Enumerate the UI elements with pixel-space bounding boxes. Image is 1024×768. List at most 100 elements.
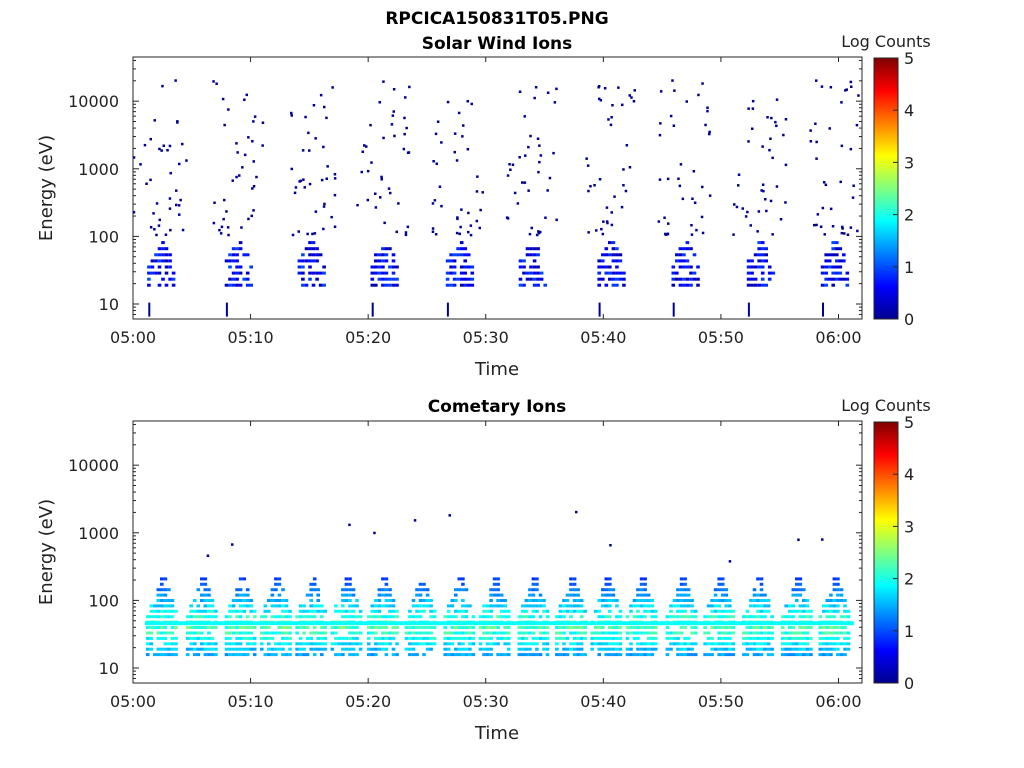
heatmap-cell bbox=[249, 642, 253, 646]
heatmap-cell bbox=[545, 615, 550, 619]
heatmap-cell bbox=[367, 642, 371, 646]
heatmap-cell bbox=[678, 259, 683, 263]
heatmap-cell bbox=[391, 277, 396, 281]
heatmap-cell bbox=[625, 636, 630, 640]
heatmap-cell bbox=[575, 621, 579, 626]
heatmap-cell bbox=[710, 642, 714, 646]
heatmap-cell bbox=[214, 609, 218, 613]
heatmap-cell bbox=[759, 604, 764, 608]
heatmap-cell bbox=[242, 631, 246, 635]
heatmap-cell bbox=[168, 277, 172, 281]
heatmap-cell bbox=[597, 265, 601, 269]
heatmap-cell bbox=[632, 631, 637, 635]
heatmap-cell bbox=[163, 653, 168, 657]
heatmap-cell bbox=[555, 626, 559, 629]
heatmap-cell bbox=[625, 626, 630, 629]
heatmap-cell bbox=[471, 636, 476, 640]
heatmap-cell bbox=[732, 233, 735, 236]
heatmap-cell bbox=[381, 588, 385, 592]
heatmap-cell bbox=[163, 626, 168, 629]
heatmap-cell bbox=[219, 232, 223, 235]
heatmap-cell bbox=[251, 187, 254, 190]
heatmap-cell bbox=[537, 170, 540, 174]
heatmap-cell bbox=[579, 609, 584, 613]
heatmap-cell bbox=[843, 626, 847, 629]
heatmap-cell bbox=[485, 615, 490, 619]
heatmap-cell bbox=[448, 621, 452, 626]
heatmap-cell bbox=[731, 642, 736, 646]
heatmap-cell bbox=[231, 631, 236, 635]
heatmap-cell bbox=[416, 621, 420, 626]
heatmap-cell bbox=[422, 631, 426, 635]
heatmap-cell bbox=[150, 265, 155, 269]
heatmap-cell bbox=[562, 631, 566, 635]
heatmap-cell bbox=[531, 615, 536, 619]
heatmap-cell bbox=[301, 283, 305, 287]
heatmap-cell bbox=[586, 164, 590, 167]
heatmap-cell bbox=[381, 283, 385, 287]
heatmap-cell bbox=[139, 163, 142, 166]
heatmap-cell bbox=[625, 144, 629, 147]
heatmap-cell bbox=[282, 621, 286, 626]
heatmap-cell bbox=[679, 577, 684, 581]
heatmap-cell bbox=[467, 211, 470, 215]
heatmap-cell bbox=[791, 636, 796, 640]
heatmap-cell bbox=[281, 626, 285, 629]
heatmap-cell bbox=[225, 302, 228, 317]
heatmap-cell bbox=[249, 604, 253, 608]
heatmap-cell bbox=[618, 653, 623, 657]
heatmap-cell bbox=[629, 626, 633, 629]
heatmap-cell bbox=[611, 599, 616, 602]
heatmap-cell bbox=[825, 609, 830, 613]
heatmap-cell bbox=[597, 626, 601, 629]
heatmap-cell bbox=[555, 218, 558, 222]
heatmap-cell bbox=[682, 277, 686, 281]
heatmap-cell bbox=[745, 609, 750, 613]
heatmap-cell bbox=[760, 277, 765, 281]
heatmap-cell bbox=[576, 631, 580, 635]
heatmap-cell bbox=[323, 631, 328, 635]
heatmap-cell bbox=[759, 577, 764, 581]
heatmap-cell bbox=[231, 642, 236, 646]
heatmap-cell bbox=[832, 647, 837, 651]
heatmap-cell bbox=[482, 609, 486, 613]
heatmap-cell bbox=[185, 636, 190, 640]
heatmap-cell bbox=[430, 621, 435, 626]
heatmap-cell bbox=[196, 653, 201, 657]
heatmap-cell bbox=[356, 621, 360, 626]
heatmap-cell bbox=[284, 636, 289, 640]
heatmap-cell bbox=[587, 189, 590, 193]
heatmap-cell bbox=[565, 647, 570, 651]
heatmap-cell bbox=[305, 593, 310, 597]
heatmap-cell bbox=[466, 277, 471, 281]
heatmap-cell bbox=[455, 231, 459, 235]
heatmap-cell bbox=[611, 247, 616, 251]
heatmap-cell bbox=[750, 259, 754, 263]
heatmap-cell bbox=[723, 621, 727, 626]
heatmap-cell bbox=[846, 631, 851, 635]
heatmap-cell bbox=[457, 631, 462, 635]
heatmap-cell bbox=[841, 227, 844, 230]
heatmap-cell bbox=[720, 588, 725, 592]
heatmap-cell bbox=[200, 636, 204, 640]
heatmap-cell bbox=[506, 626, 511, 629]
heatmap-cell bbox=[597, 647, 601, 651]
heatmap-cell bbox=[820, 271, 825, 275]
heatmap-cell bbox=[809, 653, 813, 657]
heatmap-cell bbox=[309, 636, 313, 640]
heatmap-cell bbox=[622, 271, 626, 275]
heatmap-cell bbox=[207, 653, 211, 657]
heatmap-cell bbox=[496, 626, 500, 629]
heatmap-cell bbox=[341, 599, 345, 602]
heatmap-cell bbox=[374, 621, 378, 626]
heatmap-cell bbox=[337, 609, 342, 613]
heatmap-cell bbox=[270, 653, 275, 657]
heatmap-cell bbox=[667, 222, 670, 225]
heatmap-cell bbox=[849, 80, 853, 84]
heatmap-cell bbox=[408, 85, 411, 89]
heatmap-cell bbox=[381, 615, 385, 619]
heatmap-cell bbox=[418, 626, 423, 629]
heatmap-cell bbox=[836, 647, 840, 651]
heatmap-cell bbox=[367, 653, 371, 657]
heatmap-cell bbox=[160, 626, 164, 629]
